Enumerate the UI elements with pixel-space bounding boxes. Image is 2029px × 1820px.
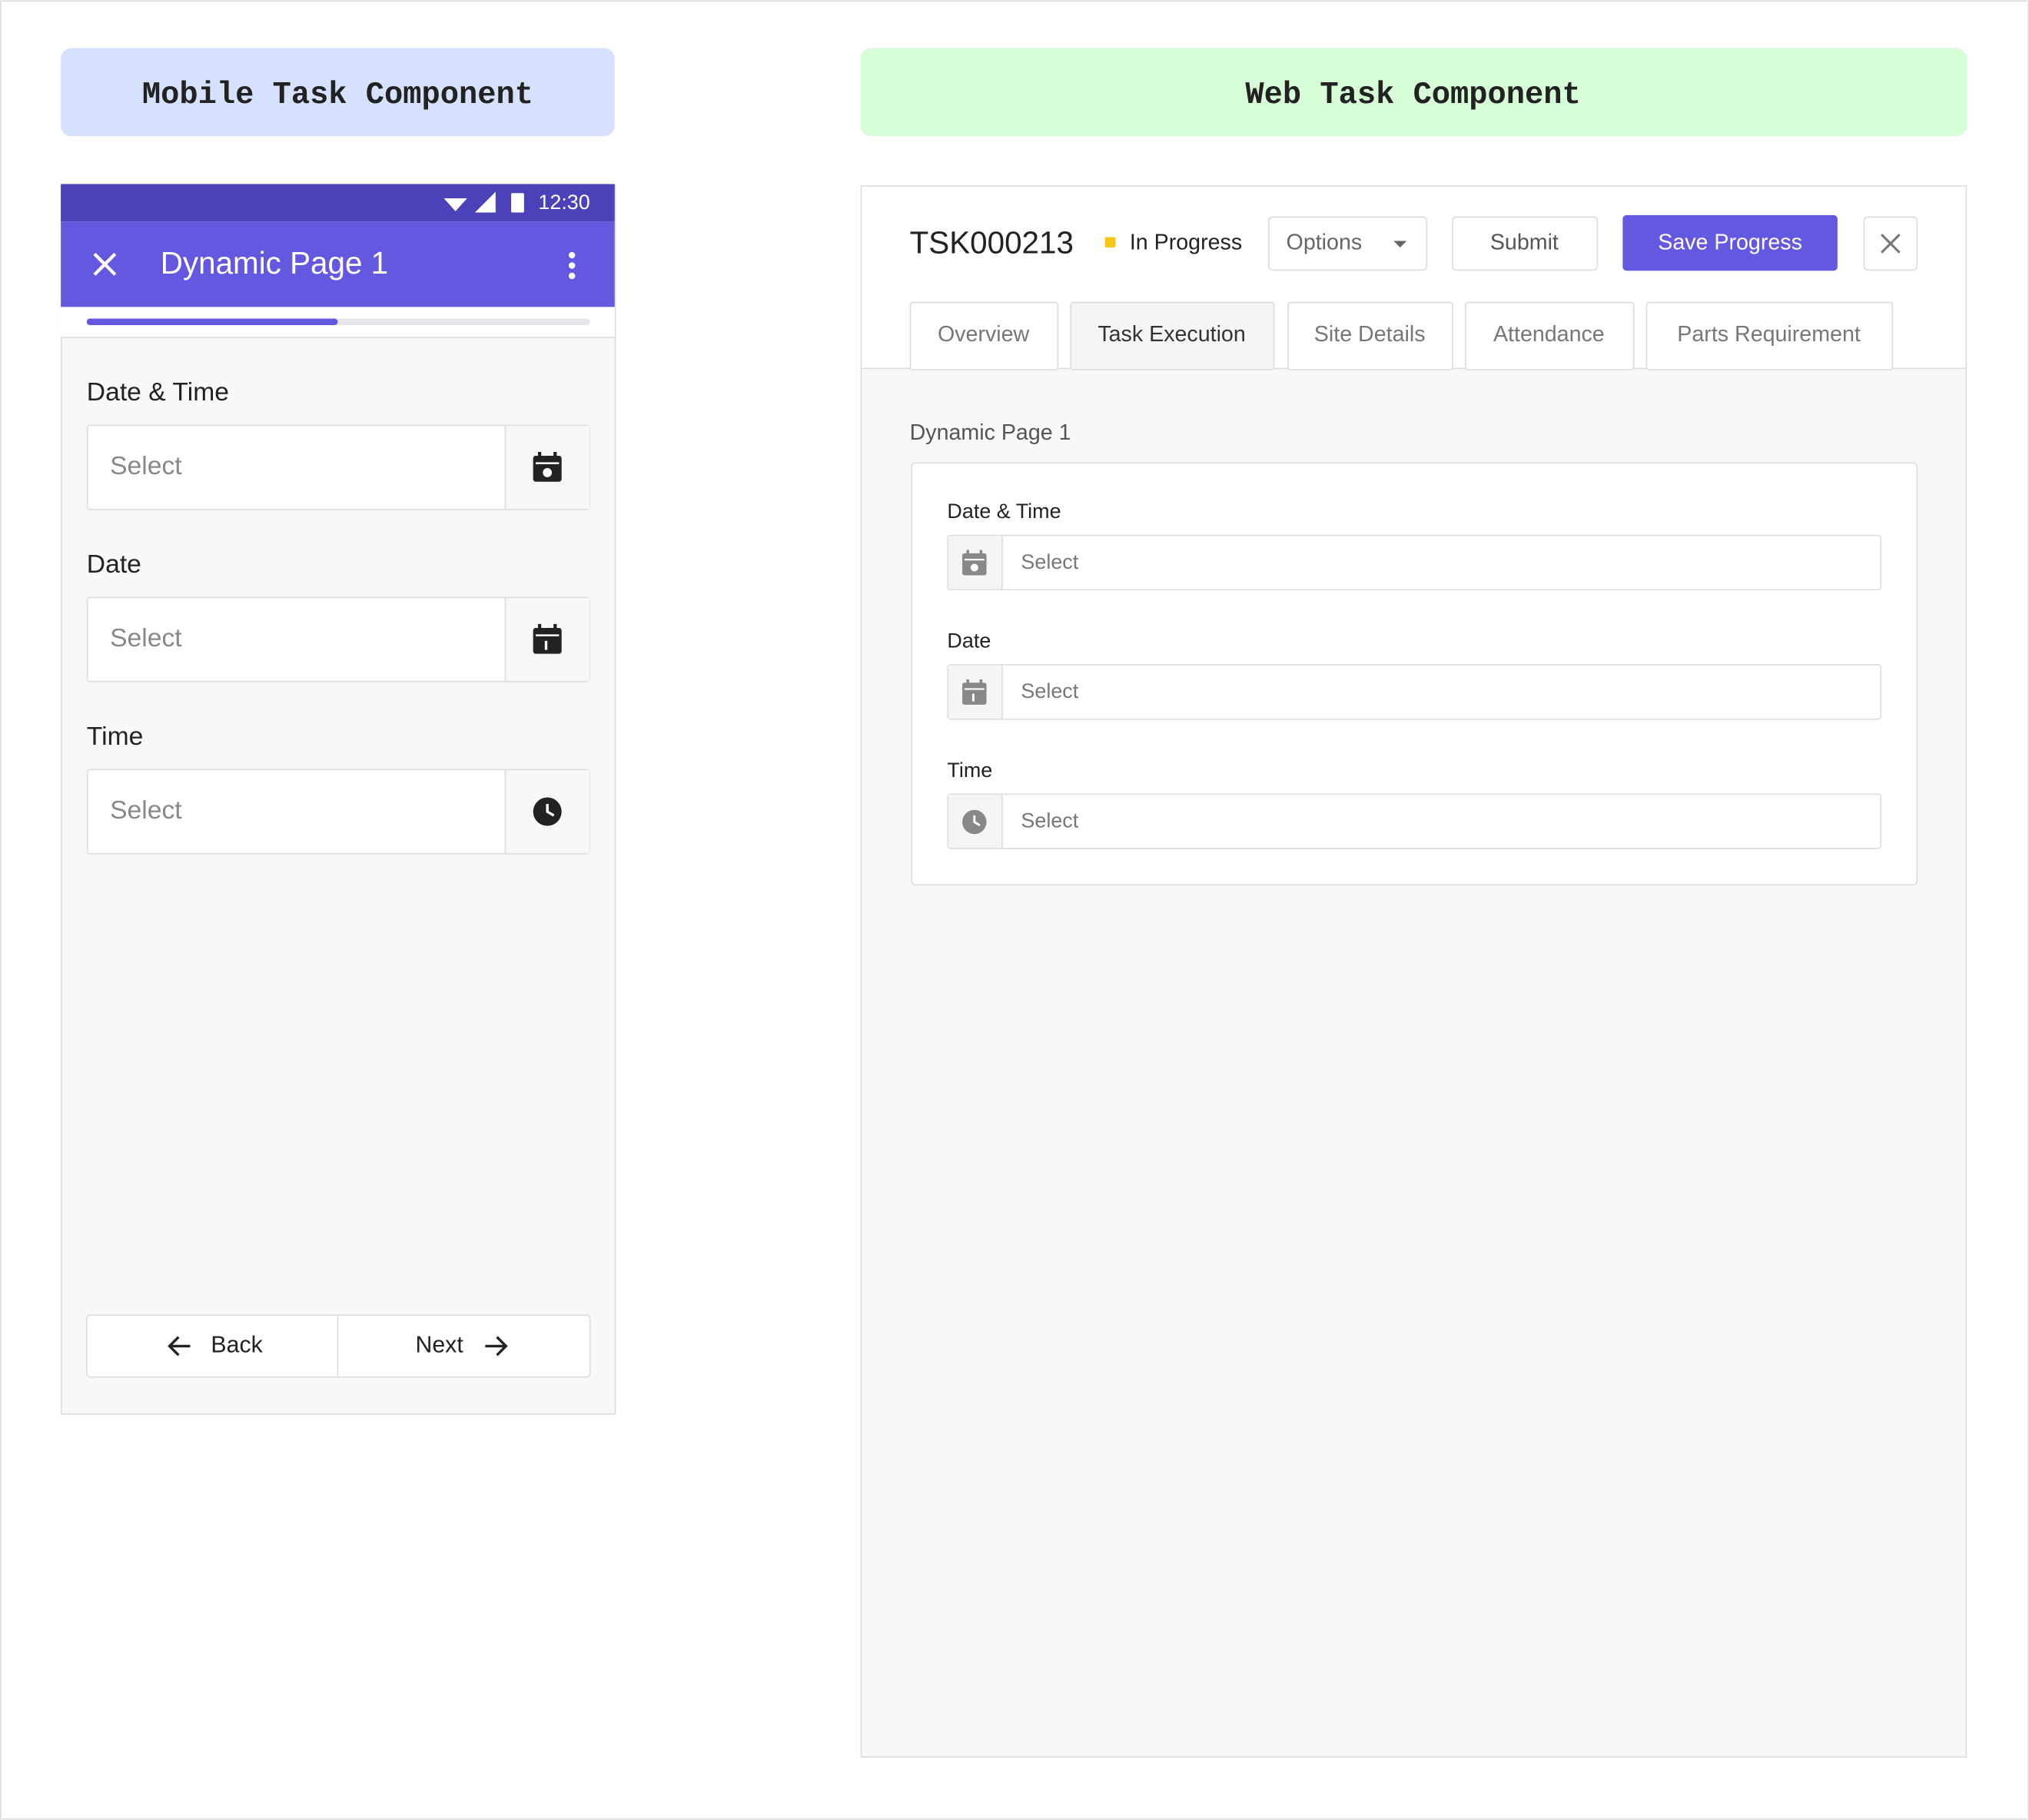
field-label: Time (87, 722, 144, 751)
status-time: 12:30 (538, 191, 589, 214)
tab[interactable] (1645, 301, 1894, 370)
mobile-header (61, 48, 615, 137)
calendar-band (964, 688, 985, 690)
field-placeholder: Select (1021, 679, 1078, 702)
calendar-band (964, 559, 985, 561)
field-placeholder: Select (110, 624, 182, 653)
web-label: Web Task Component (1245, 78, 1580, 113)
tab-label: Overview (938, 322, 1030, 347)
field-placeholder: Select (1021, 550, 1078, 573)
task-id: TSK000213 (910, 224, 1074, 260)
field-label: Date & Time (947, 500, 1061, 523)
field-icon (962, 550, 987, 576)
field-label: Date (87, 550, 141, 579)
back-icon (168, 1336, 191, 1357)
field-input[interactable] (947, 664, 1882, 720)
field-input[interactable] (947, 534, 1882, 591)
save-label: Save Progress (1658, 230, 1802, 254)
page-title: Dynamic Page 1 (910, 420, 1071, 445)
caret (1393, 241, 1407, 247)
more-button[interactable] (568, 251, 576, 280)
tab[interactable] (909, 301, 1059, 370)
close-icon (1880, 234, 1901, 254)
tab[interactable] (1287, 301, 1453, 370)
calendar-clock (543, 468, 553, 477)
field-label: Date & Time (87, 378, 229, 407)
clock-hands (546, 803, 555, 817)
field-placeholder: Select (1021, 809, 1078, 832)
web-header (860, 48, 1968, 137)
status-dot (1104, 237, 1116, 247)
tab-label: Parts Requirement (1677, 322, 1861, 347)
signal-icons (443, 191, 496, 213)
tab[interactable] (1070, 301, 1275, 370)
clock-hands (973, 815, 981, 827)
app-bar (61, 221, 615, 307)
calendar-rings (537, 623, 557, 631)
status: In Progress (1130, 230, 1242, 254)
tab[interactable] (1464, 301, 1635, 370)
battery-icon (511, 193, 524, 213)
progress-fill (86, 318, 338, 325)
calendar-rings (966, 679, 983, 686)
field-icon (962, 809, 987, 835)
tab-label: Attendance (1493, 322, 1605, 347)
field-placeholder: Select (110, 452, 182, 480)
options-label: Options (1287, 230, 1363, 254)
calendar-clock (970, 563, 978, 572)
tab-label: Site Details (1314, 322, 1426, 347)
calendar-rings (537, 451, 557, 459)
web-frame (860, 185, 1968, 1758)
calendar-band (536, 634, 560, 636)
field-icon (962, 679, 987, 705)
tab-label: Task Execution (1098, 322, 1245, 347)
status-bar (61, 184, 615, 222)
field-placeholder: Select (110, 796, 182, 825)
submit-label: Submit (1490, 230, 1559, 254)
next-button[interactable]: Next (415, 1332, 463, 1357)
save-button[interactable] (1622, 214, 1838, 271)
calendar-band (536, 462, 560, 464)
back-button[interactable]: Back (211, 1332, 263, 1357)
close-button[interactable] (93, 252, 117, 276)
next-icon (485, 1336, 508, 1357)
app-title: Dynamic Page 1 (161, 245, 388, 281)
submit-button[interactable] (1452, 216, 1599, 271)
calendar-rings (966, 550, 983, 556)
field-label: Date (947, 629, 991, 653)
mobile-label: Mobile Task Component (142, 78, 533, 113)
options-dropdown[interactable] (1268, 216, 1428, 271)
field-input[interactable] (947, 793, 1882, 849)
field-label: Time (947, 759, 992, 782)
